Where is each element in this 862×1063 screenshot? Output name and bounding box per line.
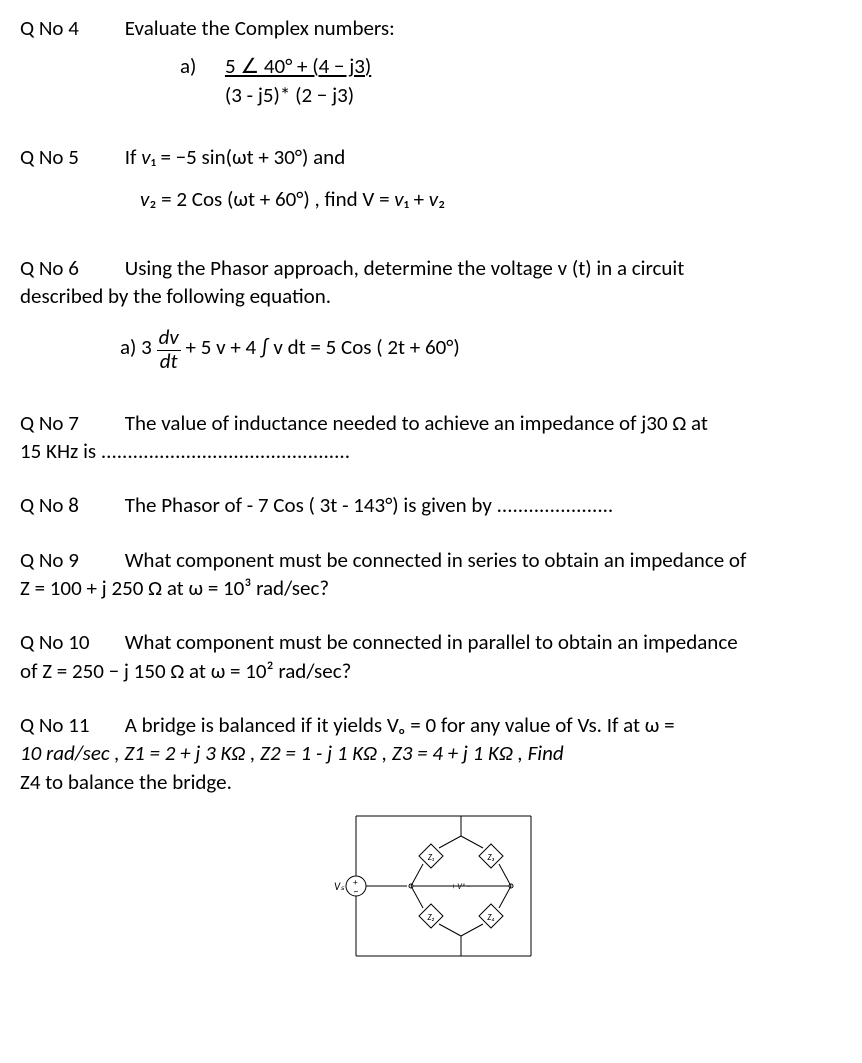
svg-text:Z₂: Z₂ xyxy=(427,912,434,923)
q6-line2: described by the following equation. xyxy=(20,282,842,310)
q7-text: The value of inductance needed to achiev… xyxy=(125,410,708,436)
q11-number: Q No 11 xyxy=(20,711,120,739)
svg-text:+ Vₒ −: + Vₒ − xyxy=(452,882,471,892)
q5-line2-f: ₂ xyxy=(438,186,445,212)
q5-line1-c: ₁ = −5 sin(ωt + 30°) and xyxy=(151,144,346,170)
q10-text: What component must be connected in para… xyxy=(125,629,738,655)
q11-line2: 10 rad/sec , Z1 = 2 + j 3 KΩ , Z2 = 1 - … xyxy=(20,740,564,766)
q5-line2-d: ₁ + xyxy=(404,186,429,212)
q9-text: What component must be connected in seri… xyxy=(125,547,747,573)
q4-number: Q No 4 xyxy=(20,14,120,42)
bridge-svg: Vₛ+~Z₁Z₂Z₃Z₄+ Vₒ − xyxy=(311,806,551,966)
q5-v1: v xyxy=(141,144,150,170)
q4-part-label: a) xyxy=(180,53,196,79)
q10-line2: of Z = 250 − j 150 Ω at ω = 10² rad/sec? xyxy=(20,657,842,685)
bridge-circuit-diagram: Vₛ+~Z₁Z₂Z₃Z₄+ Vₒ − xyxy=(20,806,842,973)
q6-number: Q No 6 xyxy=(20,254,120,282)
q5-v2c: v xyxy=(394,186,403,212)
question-5: Q No 5 If v₁ = −5 sin(ωt + 30°) and v₂ =… xyxy=(20,143,842,214)
q4-numerator: 5 ∠ 40° + (4 − j3) xyxy=(225,53,371,79)
q6-line1: Using the Phasor approach, determine the… xyxy=(125,255,684,281)
q5-v2e: v xyxy=(429,186,438,212)
q4-prompt: Evaluate the Complex numbers: xyxy=(125,15,395,41)
question-9: Q No 9 What component must be connected … xyxy=(20,546,842,603)
q6-fraction: dv dt xyxy=(157,326,181,372)
q9-line2: Z = 100 + j 250 Ω at ω = 10³ rad/sec? xyxy=(20,574,842,602)
q5-number: Q No 5 xyxy=(20,143,120,171)
q5-v2a: v xyxy=(140,186,149,212)
q8-text: The Phasor of - 7 Cos ( 3t - 143°) is gi… xyxy=(125,492,613,518)
q11-line1: A bridge is balanced if it yields Vₒ = 0… xyxy=(125,712,675,738)
question-7: Q No 7 The value of inductance needed to… xyxy=(20,409,842,466)
svg-text:Z₁: Z₁ xyxy=(428,852,434,863)
svg-text:~: ~ xyxy=(354,886,358,897)
question-10: Q No 10 What component must be connected… xyxy=(20,628,842,685)
question-11: Q No 11 A bridge is balanced if it yield… xyxy=(20,711,842,973)
q9-number: Q No 9 xyxy=(20,546,120,574)
q6-part-label: a) 3 xyxy=(120,335,152,361)
q5-line2-b: ₂ = 2 Cos (ωt + 60°) , find V = xyxy=(149,186,394,212)
question-8: Q No 8 The Phasor of - 7 Cos ( 3t - 143°… xyxy=(20,491,842,519)
q4-denominator: (3 - j5)* (2 − j3) xyxy=(225,82,354,108)
q11-line3: Z4 to balance the bridge. xyxy=(20,768,842,796)
q6-rest: + 5 v + 4 ∫ v dt = 5 Cos ( 2t + 60°) xyxy=(186,335,460,361)
question-6: Q No 6 Using the Phasor approach, determ… xyxy=(20,254,842,373)
svg-text:Z₄: Z₄ xyxy=(487,912,494,923)
q5-line1-a: If xyxy=(125,144,141,170)
question-4: Q No 4 Evaluate the Complex numbers: a) … xyxy=(20,14,842,109)
svg-text:Vₛ: Vₛ xyxy=(334,880,345,893)
q8-number: Q No 8 xyxy=(20,491,120,519)
q10-number: Q No 10 xyxy=(20,628,120,656)
q7-line2: 15 KHz is ..............................… xyxy=(20,437,842,465)
q7-number: Q No 7 xyxy=(20,409,120,437)
q6-frac-den: dt xyxy=(158,348,180,374)
svg-text:Z₃: Z₃ xyxy=(487,852,494,863)
